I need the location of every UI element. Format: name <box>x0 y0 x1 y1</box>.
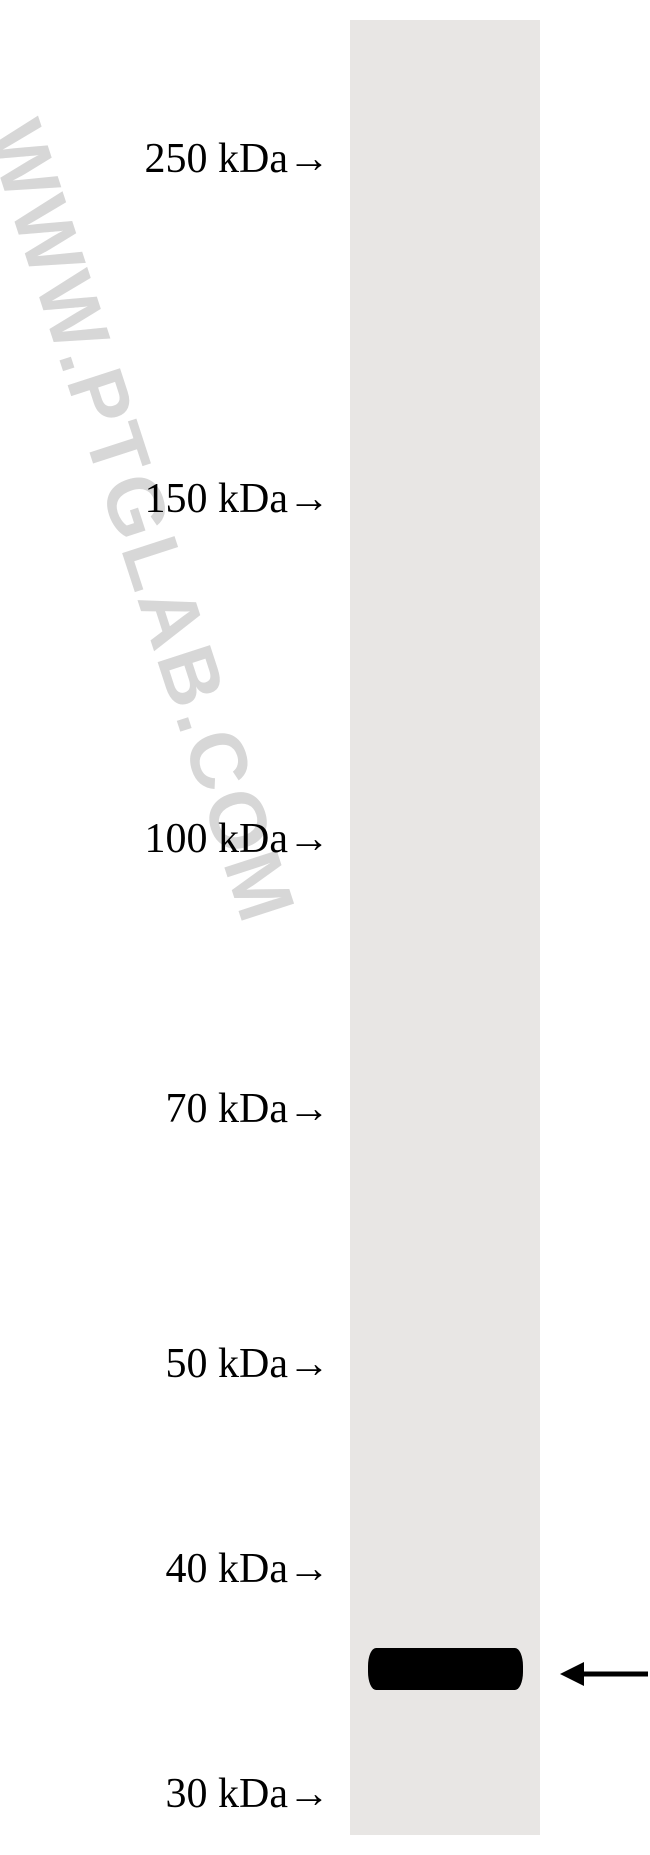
marker-label: 40 kDa→ <box>0 1545 330 1593</box>
gel-lane <box>350 20 540 1835</box>
protein-band <box>368 1648 523 1690</box>
marker-label: 70 kDa→ <box>0 1085 330 1133</box>
marker-label: 250 kDa→ <box>0 135 330 183</box>
marker-label: 30 kDa→ <box>0 1770 330 1818</box>
marker-label: 100 kDa→ <box>0 815 330 863</box>
marker-label: 50 kDa→ <box>0 1340 330 1388</box>
blot-figure: WWW.PTGLAB.COM 250 kDa→150 kDa→100 kDa→7… <box>0 0 650 1855</box>
result-arrow-icon <box>560 1659 650 1689</box>
marker-label: 150 kDa→ <box>0 475 330 523</box>
